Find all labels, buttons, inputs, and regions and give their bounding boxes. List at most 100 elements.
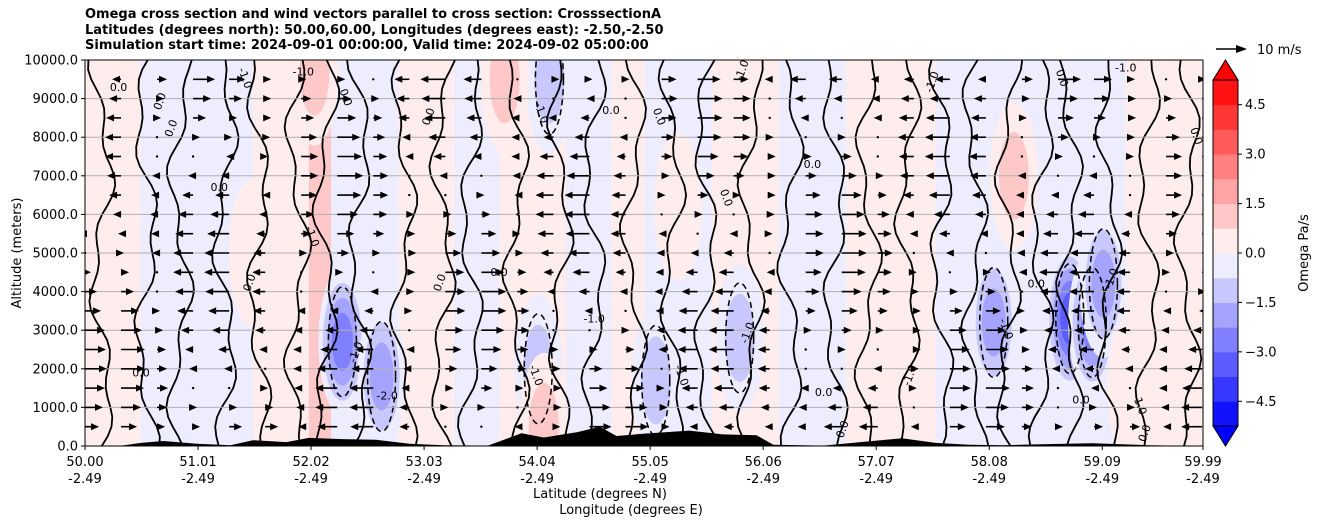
wind-vector-359 bbox=[337, 210, 359, 218]
wind-vector-222 bbox=[1163, 307, 1172, 315]
colorbar-segment-11 bbox=[1213, 129, 1238, 155]
wind-vector-272 bbox=[655, 268, 664, 276]
chart-title: Omega cross section and wind vectors par… bbox=[85, 7, 664, 54]
wind-vector-510 bbox=[1166, 133, 1181, 141]
x-axis-label-latitude: Latitude (degrees N) bbox=[533, 487, 667, 502]
wind-vector-49 bbox=[685, 403, 698, 411]
wind-vector-517 bbox=[263, 114, 272, 122]
wind-vector-201 bbox=[404, 307, 413, 315]
wind-vector-333 bbox=[537, 230, 554, 238]
wind-vector-131 bbox=[185, 346, 194, 353]
wind-vector-61 bbox=[1127, 403, 1136, 411]
wind-vector-374 bbox=[877, 210, 890, 218]
wind-vector-228 bbox=[205, 288, 230, 296]
wind-vector-431 bbox=[613, 172, 626, 180]
wind-vector-502 bbox=[876, 136, 879, 139]
wind-vector-413 bbox=[1128, 193, 1132, 197]
wind-vector-315 bbox=[1039, 249, 1058, 257]
contour-label-36: 0.0 bbox=[1028, 278, 1046, 291]
wind-vector-379 bbox=[1045, 210, 1058, 218]
wind-vector-75 bbox=[481, 384, 493, 392]
wind-vector-118 bbox=[873, 365, 882, 373]
wind-vector-298 bbox=[445, 249, 462, 257]
wind-vector-92 bbox=[1090, 384, 1099, 392]
wind-vector-32 bbox=[85, 403, 103, 411]
wind-vector-97 bbox=[121, 365, 146, 373]
wind-vector-266 bbox=[445, 268, 465, 276]
wind-vector-74 bbox=[445, 384, 454, 392]
wind-vector-484 bbox=[224, 133, 233, 141]
contour-label-10: 0.0 bbox=[650, 106, 668, 127]
wind-vector-191 bbox=[1193, 326, 1203, 334]
wind-vector-69 bbox=[260, 384, 269, 392]
wind-vector-197 bbox=[253, 307, 266, 315]
wind-vector-495 bbox=[619, 133, 628, 141]
wind-vector-504 bbox=[924, 133, 950, 141]
wind-vector-341 bbox=[841, 230, 867, 238]
wind-vector-433 bbox=[697, 172, 715, 180]
wind-vector-82 bbox=[713, 384, 734, 392]
wind-vector-234 bbox=[445, 288, 466, 296]
wind-vector-525 bbox=[548, 114, 557, 122]
wind-vector-215 bbox=[912, 307, 921, 315]
wind-vector-0 bbox=[85, 423, 99, 431]
wind-vector-194 bbox=[152, 307, 161, 315]
wind-vector-156 bbox=[1078, 346, 1094, 353]
wind-vector-494 bbox=[574, 133, 590, 141]
wind-vector-481 bbox=[105, 133, 122, 141]
wind-vector-169 bbox=[408, 329, 411, 332]
wind-vector-376 bbox=[933, 210, 950, 218]
wind-vector-585 bbox=[394, 75, 410, 83]
wind-vector-306 bbox=[723, 249, 734, 257]
wind-vector-305 bbox=[690, 249, 699, 257]
wind-vector-240 bbox=[654, 288, 663, 296]
terrain bbox=[85, 426, 1203, 446]
wind-vector-135 bbox=[320, 346, 338, 353]
wind-vector-203 bbox=[481, 307, 507, 315]
wind-vector-356 bbox=[210, 210, 230, 218]
wind-vector-73 bbox=[401, 384, 410, 392]
wind-vector-211 bbox=[760, 307, 770, 315]
colorbar-segment-5 bbox=[1213, 277, 1238, 303]
wind-vector-27 bbox=[1054, 423, 1063, 431]
wind-vector-336 bbox=[658, 230, 667, 238]
wind-vector-490 bbox=[428, 133, 446, 141]
wind-vector-243 bbox=[763, 288, 772, 296]
wind-vector-254 bbox=[1164, 290, 1168, 293]
wind-vector-573 bbox=[1128, 95, 1137, 103]
wind-vector-39 bbox=[315, 403, 338, 411]
wind-vector-599 bbox=[903, 75, 914, 83]
wind-vector-419 bbox=[188, 172, 197, 180]
wind-vector-607 bbox=[1198, 75, 1203, 83]
contour-dashed-6 bbox=[978, 266, 1009, 379]
wind-vector-576 bbox=[66, 76, 85, 83]
wind-vector-262 bbox=[300, 271, 303, 274]
wind-vector-275 bbox=[766, 268, 775, 276]
wind-vector-372 bbox=[805, 210, 823, 218]
wind-vectors bbox=[66, 75, 1203, 431]
wind-vector-217 bbox=[985, 307, 1001, 315]
wind-vector-522 bbox=[424, 114, 446, 122]
colorbar-tick-label-0: −4.5 bbox=[1245, 395, 1277, 410]
wind-vector-500 bbox=[804, 136, 807, 139]
colorbar-segment-2 bbox=[1213, 351, 1238, 378]
wind-vector-180 bbox=[803, 326, 812, 334]
wind-vector-340 bbox=[805, 230, 824, 238]
wind-vector-347 bbox=[1042, 230, 1058, 238]
wind-vector-151 bbox=[912, 346, 921, 353]
wind-vector-250 bbox=[1020, 290, 1024, 293]
title-line-2: Latitudes (degrees north): 50.00,60.00, … bbox=[85, 22, 664, 38]
wind-vector-452 bbox=[226, 153, 235, 160]
wind-vector-196 bbox=[208, 307, 230, 315]
wind-vector-271 bbox=[615, 268, 626, 276]
wind-vector-125 bbox=[1125, 365, 1134, 373]
colorbar-extend-top bbox=[1212, 59, 1239, 81]
omega-anomaly-12 bbox=[290, 60, 339, 146]
wind-vector-72 bbox=[349, 384, 374, 392]
wind-vector-267 bbox=[481, 268, 505, 276]
y-tick-label-5: 5000.0 bbox=[33, 247, 79, 262]
wind-vector-350 bbox=[1166, 230, 1178, 238]
colorbar-tick-label-6: 4.5 bbox=[1245, 98, 1266, 113]
wind-vector-143 bbox=[625, 346, 635, 353]
wind-vector-141 bbox=[550, 346, 559, 353]
